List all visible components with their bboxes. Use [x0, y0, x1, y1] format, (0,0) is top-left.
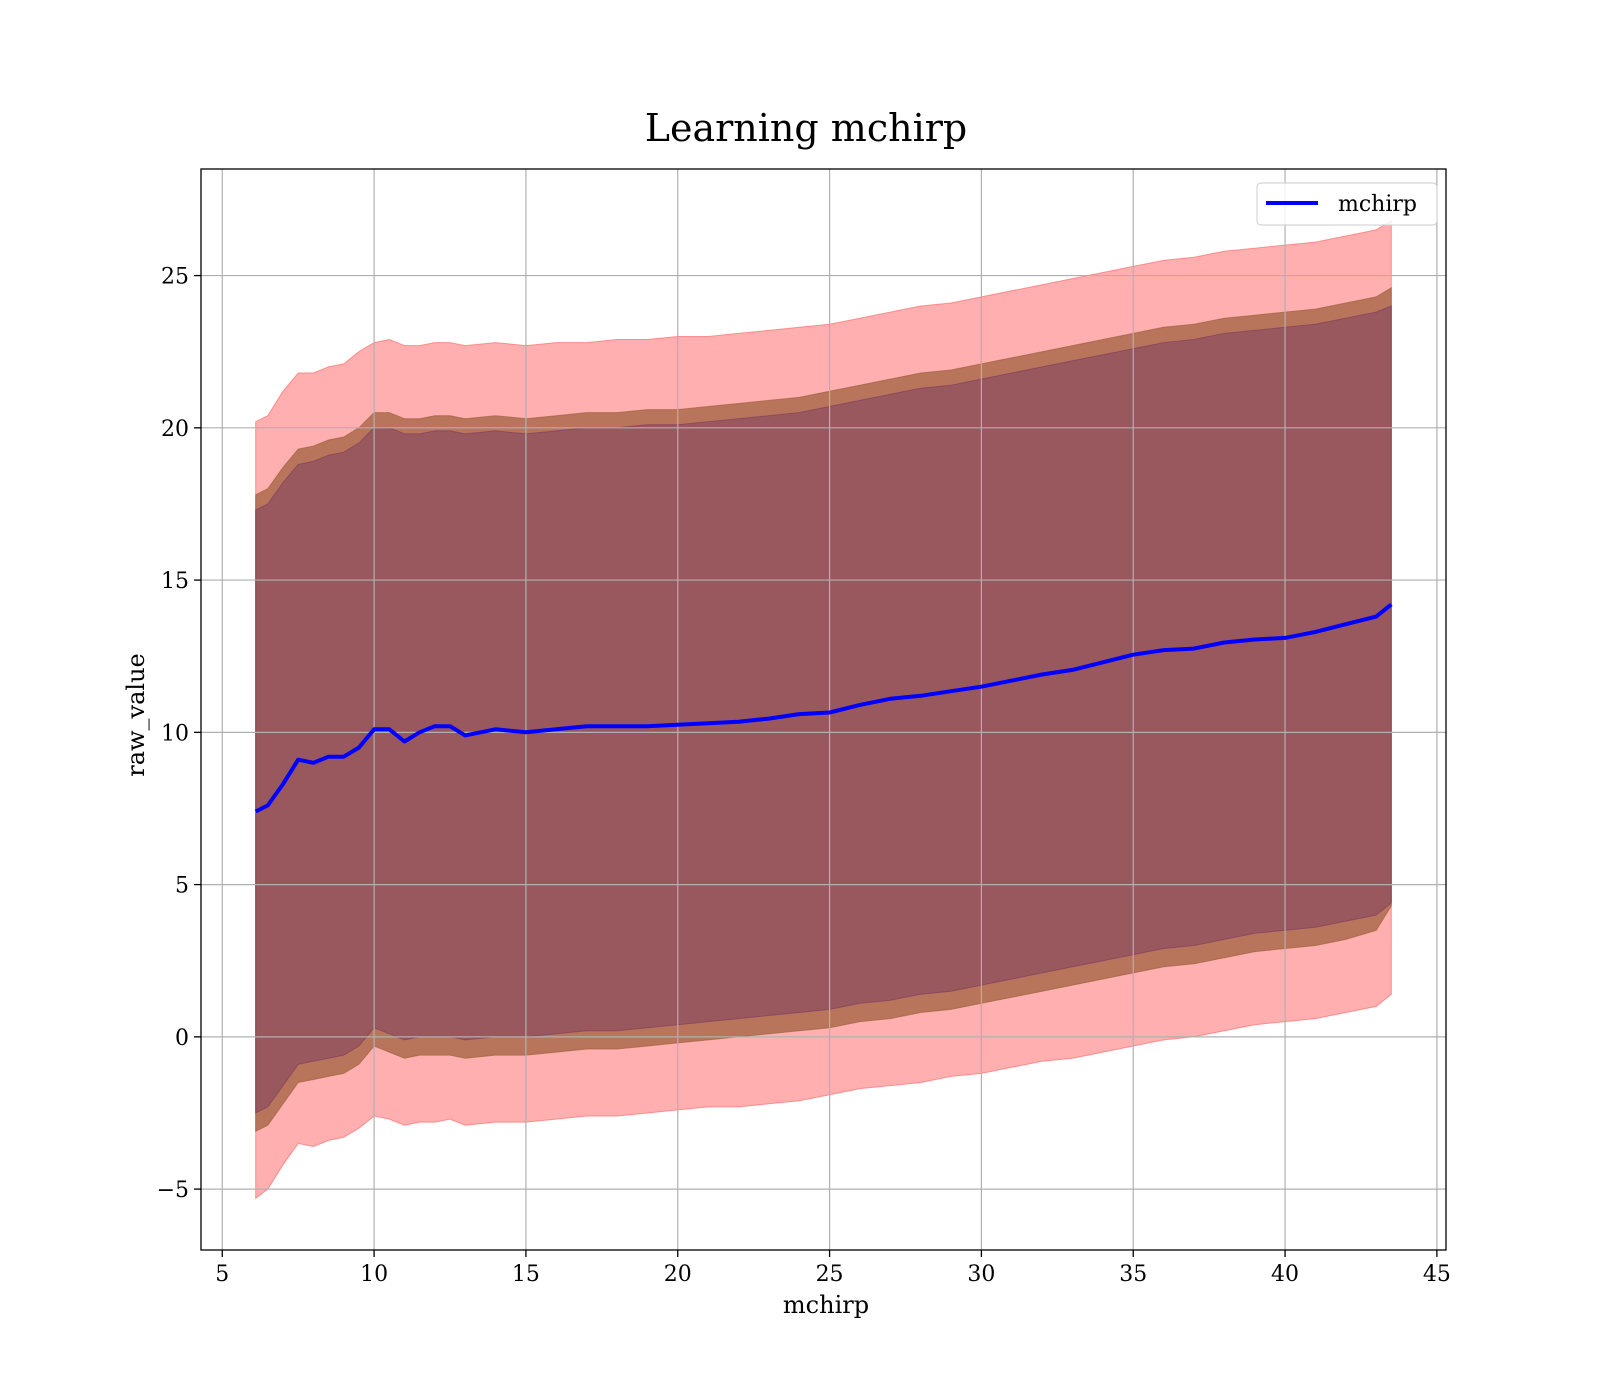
series-line-mchirp	[254, 602, 1393, 814]
y-tick-label: 20	[161, 417, 189, 442]
series-lines	[254, 602, 1393, 814]
grid	[201, 169, 1446, 1250]
x-tick-label: 45	[1423, 1262, 1451, 1287]
x-axis-ticks: 5 10 15 20 25 30 35 40 45	[215, 1250, 1451, 1287]
band-inner	[255, 305, 1392, 1114]
legend-label-mchirp: mchirp	[1338, 192, 1417, 217]
legend: mchirp	[1256, 182, 1438, 226]
x-axis-label: mchirp	[783, 1291, 869, 1319]
x-tick-label: 35	[1119, 1262, 1147, 1287]
y-tick-label: 0	[175, 1026, 189, 1051]
chart-title: Learning mchirp	[645, 106, 967, 150]
axes-frame	[200, 168, 1447, 1251]
confidence-bands	[255, 219, 1392, 1200]
x-tick-label: 5	[215, 1262, 229, 1287]
x-tick-label: 20	[664, 1262, 692, 1287]
x-tick-label: 25	[816, 1262, 844, 1287]
x-tick-label: 30	[967, 1262, 995, 1287]
plot-area: 5 10 15 20 25 30 35 40 45 −5 0 5 10 15 20 25	[157, 168, 1451, 1287]
y-tick-label: 10	[161, 721, 189, 746]
y-tick-label: −5	[157, 1178, 189, 1203]
x-tick-label: 40	[1271, 1262, 1299, 1287]
y-tick-label: 5	[175, 874, 189, 899]
y-tick-label: 15	[161, 569, 189, 594]
x-tick-label: 15	[512, 1262, 540, 1287]
x-tick-label: 10	[360, 1262, 388, 1287]
y-axis-label: raw_value	[122, 653, 150, 777]
legend-box	[1256, 182, 1438, 226]
y-tick-label: 25	[161, 265, 189, 290]
y-axis-ticks: −5 0 5 10 15 20 25	[157, 265, 201, 1203]
